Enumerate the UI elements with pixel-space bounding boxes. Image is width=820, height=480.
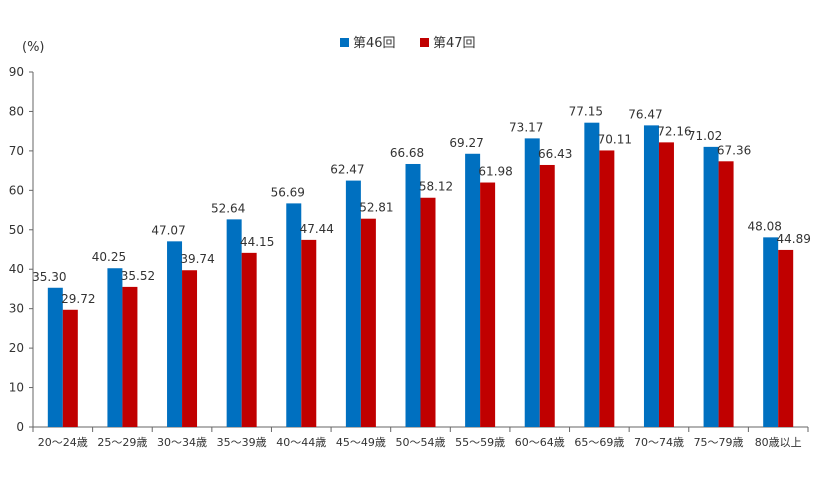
bar-series-1 bbox=[226, 219, 242, 427]
bar-series-2 bbox=[301, 239, 317, 427]
bar-series-1 bbox=[167, 241, 183, 427]
y-tick-label: 50 bbox=[9, 223, 24, 237]
data-label-series-2: 66.43 bbox=[538, 147, 572, 161]
bar-series-2 bbox=[778, 249, 794, 427]
x-axis: 20～24歳 25～29歳 30～34歳 35～39歳 40～44歳 45～49歳 50～5… bbox=[32, 426, 809, 449]
bar-series-2 bbox=[599, 150, 615, 427]
data-label-series-2: 47.44 bbox=[300, 222, 334, 236]
data-label-series-1: 77.15 bbox=[569, 105, 603, 119]
data-label-series-2: 52.81 bbox=[359, 201, 393, 215]
data-label-series-2: 67.36 bbox=[717, 143, 751, 157]
data-label-series-1: 66.68 bbox=[390, 146, 424, 160]
y-tick-label: 0 bbox=[16, 420, 24, 434]
data-label-series-1: 76.47 bbox=[628, 107, 662, 121]
data-label-series-1: 71.02 bbox=[688, 129, 722, 143]
data-label-series-1: 73.17 bbox=[509, 120, 543, 134]
legend: 第46回 第47回 bbox=[340, 36, 476, 51]
bar-series-1 bbox=[405, 163, 421, 428]
y-tick-label: 90 bbox=[9, 65, 24, 79]
data-label-series-2: 39.74 bbox=[180, 252, 214, 266]
x-tick-label: 35～39歳 bbox=[217, 436, 267, 449]
data-label-series-2: 61.98 bbox=[478, 165, 512, 179]
bar-series-1 bbox=[524, 138, 540, 427]
y-tick-label: 80 bbox=[9, 104, 24, 118]
x-tick-label: 80歳以上 bbox=[755, 436, 802, 449]
legend-swatch-series-1 bbox=[340, 38, 349, 47]
bar-series-1 bbox=[643, 125, 659, 427]
y-unit-label: (%) bbox=[22, 40, 45, 55]
y-tick-label: 70 bbox=[9, 144, 24, 158]
data-label-series-2: 44.89 bbox=[777, 232, 811, 246]
data-label-series-1: 35.30 bbox=[32, 270, 66, 284]
data-label-series-1: 62.47 bbox=[330, 163, 364, 177]
x-tick-label: 70～74歳 bbox=[634, 436, 684, 449]
data-label-series-1: 69.27 bbox=[449, 136, 483, 150]
bar-series-2 bbox=[658, 142, 674, 427]
y-axis: 0 10 20 30 40 50 60 70 80 90 bbox=[9, 65, 34, 434]
data-label-series-1: 56.69 bbox=[271, 185, 305, 199]
x-tick-label: 60～64歳 bbox=[515, 436, 565, 449]
data-label-series-1: 48.08 bbox=[748, 219, 782, 233]
bar-series-1 bbox=[703, 146, 719, 428]
x-tick-label: 30～34歳 bbox=[157, 436, 207, 449]
y-tick-label: 60 bbox=[9, 183, 24, 197]
y-tick-label: 20 bbox=[9, 341, 24, 355]
legend-swatch-series-2 bbox=[420, 38, 429, 47]
bar-series-2 bbox=[241, 252, 257, 427]
x-tick-label: 25～29歳 bbox=[97, 436, 147, 449]
data-label-series-2: 29.72 bbox=[61, 292, 95, 306]
bar-series-2 bbox=[122, 286, 138, 427]
bar-series-2 bbox=[420, 197, 436, 427]
data-label-series-1: 52.64 bbox=[211, 201, 245, 215]
bar-series-1 bbox=[584, 122, 600, 428]
x-tick-label: 65～69歳 bbox=[574, 436, 624, 449]
bar-series-2 bbox=[480, 182, 496, 427]
data-label-series-1: 40.25 bbox=[92, 250, 126, 264]
bar-series-1 bbox=[465, 153, 481, 428]
bar-series-2 bbox=[62, 309, 78, 427]
x-tick-label: 20～24歳 bbox=[38, 436, 88, 449]
bar-series-1 bbox=[107, 268, 123, 427]
data-label-series-2: 70.11 bbox=[598, 132, 632, 146]
bar-series-1 bbox=[47, 287, 63, 427]
legend-label-series-1: 第46回 bbox=[353, 36, 396, 51]
x-tick-label: 75～79歳 bbox=[694, 436, 744, 449]
data-label-series-2: 44.15 bbox=[240, 235, 274, 249]
y-tick-label: 30 bbox=[9, 302, 24, 316]
bars bbox=[47, 122, 794, 428]
y-tick-label: 40 bbox=[9, 262, 24, 276]
bar-series-1 bbox=[345, 180, 361, 427]
y-tick-label: 10 bbox=[9, 381, 24, 395]
bar-series-2 bbox=[182, 270, 198, 427]
data-label-series-2: 72.16 bbox=[657, 124, 691, 138]
bar-series-2 bbox=[718, 161, 734, 427]
legend-label-series-2: 第47回 bbox=[433, 36, 476, 51]
x-tick-label: 50～54歳 bbox=[396, 436, 446, 449]
x-tick-label: 40～44歳 bbox=[276, 436, 326, 449]
bar-series-2 bbox=[360, 218, 376, 427]
bar-series-1 bbox=[286, 203, 302, 427]
x-tick-label: 45～49歳 bbox=[336, 436, 386, 449]
bar-series-1 bbox=[763, 237, 779, 427]
bar-series-2 bbox=[539, 164, 555, 427]
data-label-series-2: 58.12 bbox=[419, 180, 453, 194]
data-labels: 35.30 29.72 40.25 35.52 47.07 39.74 52.64 44.15… bbox=[32, 105, 811, 306]
data-label-series-2: 35.52 bbox=[121, 269, 155, 283]
data-label-series-1: 47.07 bbox=[151, 223, 185, 237]
x-tick-label: 55～59歳 bbox=[455, 436, 505, 449]
